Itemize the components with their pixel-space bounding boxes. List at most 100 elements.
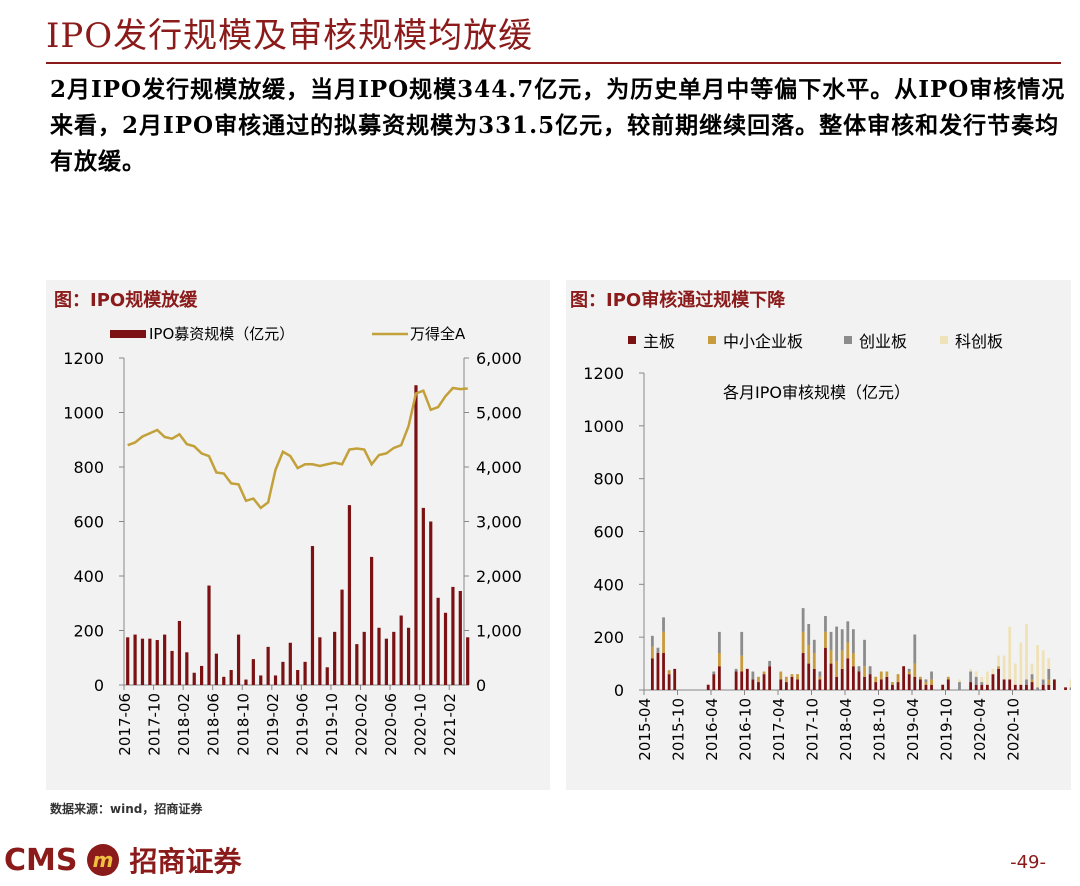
review-bar-sme-board — [913, 663, 917, 677]
review-bar-sme-board — [667, 670, 671, 675]
summary-paragraph: 2月IPO发行规模放缓，当月IPO规模344.7亿元，为历史单月中等偏下水平。从… — [50, 76, 1066, 175]
x-tick-label: 2020-10 — [1005, 698, 1023, 761]
legend-swatch-main-board — [628, 336, 636, 344]
review-bar-sme-board — [779, 671, 783, 680]
x-tick-label: 2018-04 — [837, 698, 855, 761]
y-tick-label: 1200 — [583, 364, 624, 383]
review-bar-main-board — [1030, 682, 1034, 690]
ipo-bar — [170, 650, 174, 685]
wind-a-index-line — [127, 386, 468, 510]
review-bar-main-board — [946, 679, 950, 690]
left-y-tick-label: 1000 — [63, 404, 104, 423]
review-bar-main-board — [913, 676, 917, 690]
review-bar-main-board — [1025, 684, 1028, 690]
review-bar-chinext — [1041, 679, 1045, 685]
review-bar-sme-board — [918, 676, 922, 680]
review-bar-chinext — [801, 608, 805, 632]
review-bar-star-market — [1019, 642, 1023, 685]
review-bar-star-market — [985, 671, 989, 685]
review-bar-chinext — [824, 616, 827, 632]
x-tick-label: 2015-10 — [670, 698, 688, 761]
ipo-bar — [192, 672, 196, 685]
review-bar-main-board — [896, 682, 900, 690]
review-bar-sme-board — [757, 676, 760, 683]
review-bar-main-board — [706, 684, 710, 690]
logo-badge-letter: m — [93, 848, 114, 872]
ipo-bar — [362, 631, 366, 685]
review-bar-main-board — [974, 684, 978, 690]
review-bar-sme-board — [762, 671, 766, 675]
review-bar-sme-board — [851, 653, 855, 667]
ipo-bar — [377, 627, 381, 685]
left-y-tick-label: 1200 — [63, 349, 104, 368]
review-bar-sme-board — [662, 631, 665, 654]
x-tick-label: 2019-02 — [264, 693, 282, 756]
company-name: 招商证券 — [129, 845, 242, 878]
x-tick-label: 2017-06 — [116, 693, 134, 756]
review-bar-star-market — [1036, 645, 1040, 688]
review-bar-chinext — [857, 666, 861, 672]
review-bar-star-market — [1047, 658, 1051, 669]
ipo-bar — [214, 653, 218, 685]
x-tick-label: 2016-10 — [737, 698, 755, 761]
review-bar-main-board — [656, 653, 660, 690]
x-tick-label: 2018-10 — [871, 698, 889, 761]
review-bar-sme-board — [812, 653, 816, 669]
review-bar-chinext — [1047, 668, 1051, 680]
review-bar-sme-board — [891, 682, 894, 685]
review-bar-main-board — [812, 668, 816, 690]
review-bar-star-market — [991, 668, 995, 675]
chart-panel-right: 图：IPO审核通过规模下降 主板 中小企业板 创业板 科创板 各月IPO审核规模（亿元）… — [566, 280, 1071, 790]
review-bar-main-board — [863, 676, 866, 690]
review-bar-main-board — [907, 674, 911, 690]
ipo-bar — [163, 634, 167, 685]
right-y-tick-label: 3,000 — [476, 513, 522, 532]
legend-label-bar: IPO募资规模（亿元） — [149, 325, 294, 343]
review-bar-chinext — [851, 629, 855, 654]
review-bar-main-board — [1041, 684, 1045, 690]
review-bar-chinext — [768, 660, 772, 667]
review-bar-chinext — [924, 679, 928, 683]
review-bar-main-board — [824, 647, 827, 690]
x-tick-label: 2020-06 — [382, 693, 400, 756]
review-bar-sme-board — [1030, 679, 1034, 683]
review-bar-chinext — [969, 671, 973, 683]
ipo-bar — [310, 546, 315, 685]
review-bar-sme-board — [717, 653, 721, 667]
review-bar-main-board — [846, 658, 850, 690]
x-tick-label: 2018-10 — [234, 693, 252, 756]
legend-label-sme-board: 中小企业板 — [723, 332, 803, 351]
left-y-tick-label: 0 — [94, 676, 104, 695]
review-bar-sme-board — [997, 666, 1000, 669]
right-y-tick-label: 5,000 — [476, 404, 522, 423]
ipo-bar — [155, 640, 159, 685]
x-tick-label: 2017-10 — [146, 693, 164, 756]
review-bar-main-board — [969, 682, 973, 690]
review-bar-main-board — [801, 653, 805, 690]
ipo-bar — [281, 661, 285, 685]
chart-panel-left: 图：IPO规模放缓 IPO募资规模（亿元） 万得全A 0 200 400 600 800 10… — [46, 280, 550, 790]
ipo-bar — [392, 631, 396, 685]
review-bar-main-board — [790, 676, 794, 690]
review-bar-star-market — [1069, 679, 1071, 688]
left-y-tick-label: 200 — [73, 622, 104, 641]
ipo-bar — [325, 667, 329, 685]
review-bar-sme-board — [790, 674, 794, 677]
review-bar-main-board — [930, 684, 933, 690]
y-tick-label: 600 — [593, 523, 624, 542]
ipo-bar — [466, 637, 470, 685]
review-bar-main-board — [717, 666, 721, 690]
review-bar-chinext — [656, 647, 660, 654]
review-bar-chinext — [1069, 687, 1071, 690]
review-bar-main-board — [980, 684, 984, 690]
review-bar-chinext — [740, 631, 744, 656]
review-bar-main-board — [751, 679, 755, 690]
y-tick-label: 400 — [593, 575, 624, 594]
review-bar-main-board — [757, 682, 760, 690]
ipo-bar — [266, 646, 270, 685]
review-bar-chinext — [930, 671, 933, 680]
right-y-tick-label: 2,000 — [476, 567, 522, 586]
review-bar-main-board — [835, 676, 839, 690]
page-number: -49- — [1010, 852, 1046, 873]
ipo-bar — [126, 637, 130, 685]
